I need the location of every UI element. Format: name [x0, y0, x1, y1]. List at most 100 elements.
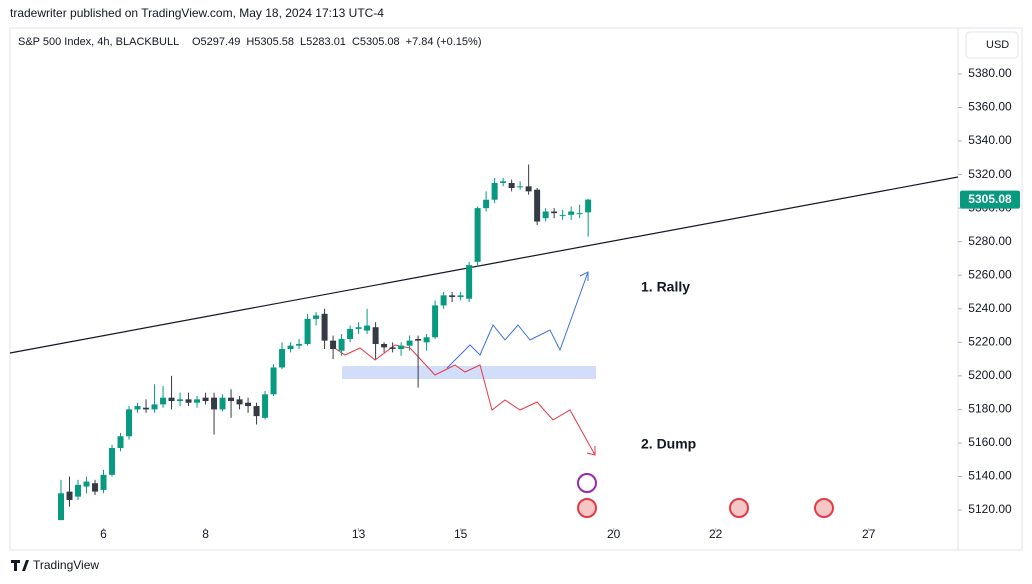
candle-body: [109, 447, 116, 475]
y-tick-label: 5120.00: [968, 502, 1012, 516]
candle-body: [347, 328, 354, 339]
x-tick-label: 27: [862, 527, 876, 541]
dump-label: 2. Dump: [641, 436, 696, 452]
candle-body: [287, 345, 294, 350]
rally-path: [446, 271, 589, 369]
candle-body: [406, 340, 413, 346]
rally-arrowhead: [579, 271, 589, 281]
candle-body: [228, 397, 235, 402]
highlight-zone: [342, 366, 596, 379]
candle-body: [508, 182, 515, 189]
candle-body: [126, 409, 133, 437]
candle-body: [279, 349, 286, 368]
candle-body: [491, 182, 498, 200]
candle-body: [168, 397, 175, 402]
candle-body: [551, 211, 558, 214]
candle-body: [151, 404, 158, 410]
candle-body: [364, 325, 371, 331]
candle-body: [449, 295, 456, 298]
currency-button[interactable]: [965, 31, 1019, 59]
y-tick-label: 5140.00: [968, 469, 1012, 483]
ohlc-value: O5297.49: [192, 36, 240, 48]
y-tick-label: 5380.00: [968, 66, 1012, 80]
event-icon[interactable]: [814, 498, 834, 518]
candle-body: [440, 295, 447, 306]
y-tick-label: 5220.00: [968, 334, 1012, 348]
y-tick-label: 5340.00: [968, 133, 1012, 147]
candle-body: [83, 481, 90, 487]
candle-body: [304, 318, 311, 344]
candle-body: [483, 199, 490, 209]
rally-label: 1. Rally: [641, 279, 690, 295]
y-tick-label: 5200.00: [968, 368, 1012, 382]
ohlc-header: O5297.49 H5305.58 L5283.01 C5305.08 +7.84 (+…: [192, 36, 482, 48]
candle-body: [330, 340, 337, 350]
y-tick-label: 5260.00: [968, 267, 1012, 281]
y-tick-label: 5360.00: [968, 100, 1012, 114]
trend-line: [9, 176, 959, 354]
candle-body: [313, 315, 320, 319]
candle-body: [474, 208, 481, 262]
currency[interactable]: USD: [986, 39, 1009, 51]
candle-body: [58, 493, 65, 521]
candle-body: [296, 343, 303, 346]
candle-body: [66, 491, 73, 500]
y-tick-label: 5280.00: [968, 234, 1012, 248]
candle-body: [381, 343, 388, 348]
candle-body: [185, 399, 192, 403]
candle-body: [457, 295, 464, 298]
event-icon[interactable]: [729, 498, 749, 518]
candle-body: [517, 186, 524, 188]
chart-frame: [9, 27, 1023, 551]
candle-body: [219, 397, 226, 410]
x-tick-label: 22: [709, 527, 723, 541]
y-tick-label: 5160.00: [968, 435, 1012, 449]
candle-body: [117, 436, 124, 448]
dump-arrowhead: [586, 446, 596, 456]
candle-body: [245, 402, 252, 407]
x-tick-label: 8: [202, 527, 209, 541]
y-tick-label: 5240.00: [968, 301, 1012, 315]
candle-body: [525, 186, 532, 192]
candle-body: [466, 265, 473, 299]
candle-body: [194, 399, 201, 403]
ohlc-value: H5305.58: [246, 36, 294, 48]
candle-body: [389, 347, 396, 350]
candle-body: [559, 214, 566, 216]
candle-body: [100, 474, 107, 490]
x-tick-label: 20: [607, 527, 621, 541]
last-price-tag: [960, 190, 1020, 209]
candle-body: [576, 213, 583, 215]
footer-brand: TradingView: [33, 558, 99, 572]
candle-body: [423, 337, 430, 343]
candle-body: [177, 399, 184, 402]
candle-body: [92, 483, 99, 492]
candle-body: [211, 397, 218, 410]
event-icon[interactable]: [577, 473, 597, 493]
candle-body: [542, 211, 549, 219]
candle-body: [568, 211, 575, 215]
ohlc-value: L5283.01: [300, 36, 346, 48]
candle-body: [253, 406, 260, 417]
candle-body: [143, 407, 150, 410]
candle-body: [355, 327, 362, 329]
symbol: S&P 500 Index, 4h, BLACKBULL: [18, 36, 179, 48]
x-tick-label: 15: [454, 527, 468, 541]
candle-body: [534, 189, 541, 222]
candle-body: [160, 397, 167, 405]
candle-body: [500, 181, 507, 183]
published-line: tradewriter published on TradingView.com…: [10, 6, 384, 20]
candle-body: [398, 345, 405, 350]
candle-body: [432, 305, 439, 338]
dump-path: [329, 344, 596, 456]
candle-body: [321, 313, 328, 341]
candle-body: [270, 367, 277, 395]
candle-body: [262, 394, 269, 418]
candle-body: [236, 399, 243, 405]
ohlc-value: +7.84 (+0.15%): [406, 36, 482, 48]
candle-body: [338, 338, 345, 351]
candle-body: [202, 397, 209, 402]
event-icon[interactable]: [577, 498, 597, 518]
